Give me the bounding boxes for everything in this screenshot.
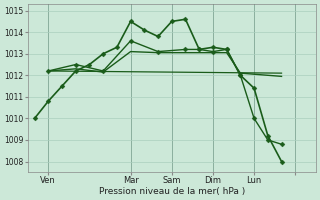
X-axis label: Pression niveau de la mer( hPa ): Pression niveau de la mer( hPa ) [99, 187, 245, 196]
